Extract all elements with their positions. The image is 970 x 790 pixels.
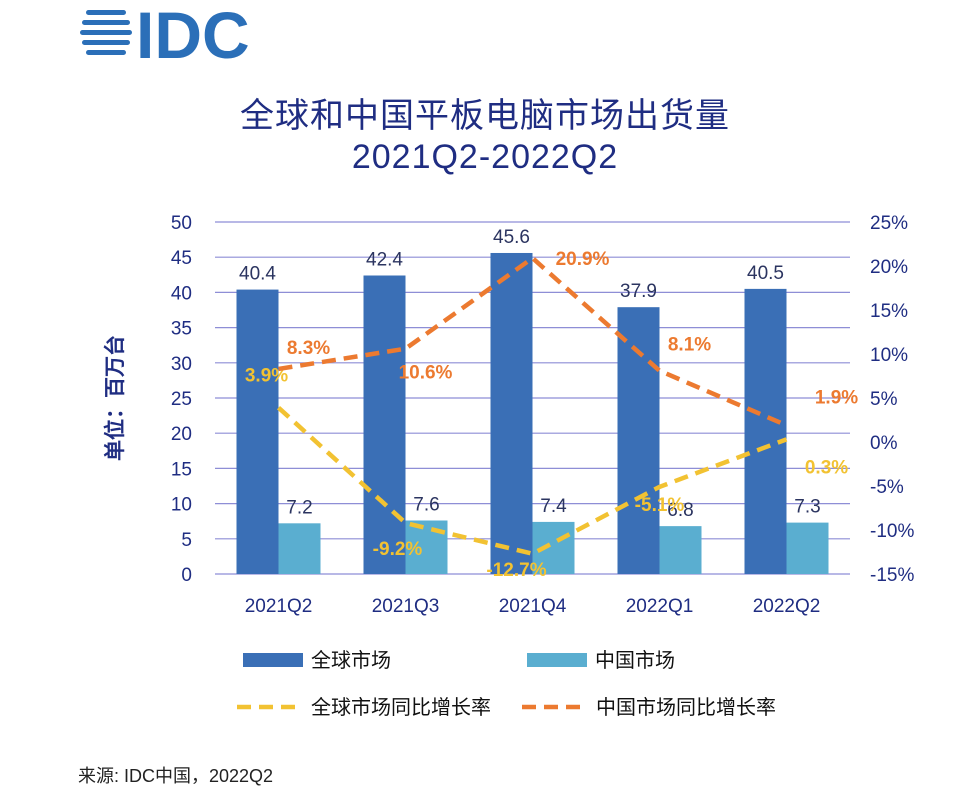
y2-tick-label: -10%	[870, 521, 914, 542]
line-global-yoy-label: 0.3%	[805, 457, 848, 478]
bar-global	[617, 307, 660, 574]
bar-global	[363, 275, 406, 574]
source-note: 来源: IDC中国，2022Q2	[78, 766, 274, 786]
legend-china-swatch	[527, 653, 587, 667]
y-axis-title: 单位：百万台	[103, 335, 127, 461]
y2-tick-label: 0%	[870, 433, 898, 454]
bar-global-label: 45.6	[493, 227, 530, 248]
x-tick-label: 2021Q3	[372, 596, 440, 617]
x-tick-label: 2021Q4	[499, 596, 567, 617]
line-global-yoy-label: -9.2%	[373, 539, 423, 560]
bar-global	[236, 289, 279, 574]
y2-tick-label: -15%	[870, 565, 914, 586]
chart-subtitle: 2021Q2-2022Q2	[351, 138, 619, 176]
combo-chart: 0 5 10 15 20 25 30 35 40 45 50 -15% -10% -5% 0% 5% 10% 15…	[103, 213, 914, 719]
bar-china-label: 7.6	[413, 494, 439, 515]
y-tick-label: 10	[171, 495, 192, 516]
y2-tick-label: 25%	[870, 213, 908, 234]
bar-china	[278, 523, 321, 574]
y-tick-label: 35	[171, 319, 192, 340]
bar-global-label: 40.4	[239, 264, 276, 285]
y-tick-label: 5	[181, 530, 192, 551]
logo-text: IDC	[136, 2, 250, 64]
line-global-yoy-label: -5.1%	[635, 495, 685, 516]
y-tick-label: 0	[181, 565, 192, 586]
legend-global-label: 全球市场	[311, 649, 391, 672]
y-tick-label: 20	[171, 424, 192, 445]
y2-tick-label: -5%	[870, 477, 904, 498]
line-china-yoy-label: 8.3%	[287, 338, 330, 359]
y-tick-label: 40	[171, 283, 192, 304]
legend-global-yoy-label: 全球市场同比增长率	[311, 696, 491, 719]
x-tick-label: 2022Q2	[753, 596, 821, 617]
chart-title: 全球和中国平板电脑市场出货量	[240, 97, 730, 135]
legend-china-yoy-label: 中国市场同比增长率	[596, 696, 776, 719]
y2-tick-label: 10%	[870, 345, 908, 366]
line-global-yoy-label: -12.7%	[486, 560, 546, 581]
bar-global	[490, 252, 533, 574]
y2-tick-label: 15%	[870, 301, 908, 322]
legend-global-swatch	[243, 653, 303, 667]
bar-global-label: 37.9	[620, 281, 657, 302]
x-tick-label: 2021Q2	[245, 596, 313, 617]
line-china-yoy-label: 1.9%	[815, 387, 858, 408]
x-tick-label: 2022Q1	[626, 596, 694, 617]
bar-global	[744, 288, 787, 574]
y-tick-label: 45	[171, 248, 192, 269]
y-tick-label: 15	[171, 459, 192, 480]
bar-china-label: 6.8	[667, 500, 693, 521]
legend-china-label: 中国市场	[595, 649, 675, 672]
bar-china-label: 7.4	[540, 496, 567, 517]
line-global-yoy	[276, 406, 788, 557]
line-china-yoy-label: 20.9%	[556, 249, 610, 270]
line-global-yoy-label: 3.9%	[245, 366, 288, 387]
y2-tick-label: 5%	[870, 389, 898, 410]
bar-china	[659, 526, 702, 574]
y2-tick-label: 20%	[870, 257, 908, 278]
bar-china-label: 7.2	[286, 497, 312, 518]
bar-global-label: 40.5	[747, 263, 784, 284]
y-tick-label: 50	[171, 213, 192, 234]
line-china-yoy-label: 8.1%	[668, 335, 711, 356]
y-tick-label: 25	[171, 389, 192, 410]
bar-global-label: 42.4	[366, 250, 403, 271]
idc-logo: IDC	[80, 2, 250, 64]
bar-china-label: 7.3	[794, 497, 820, 518]
line-china-yoy-label: 10.6%	[399, 363, 453, 384]
y-tick-label: 30	[171, 354, 192, 375]
bar-china	[786, 522, 829, 574]
